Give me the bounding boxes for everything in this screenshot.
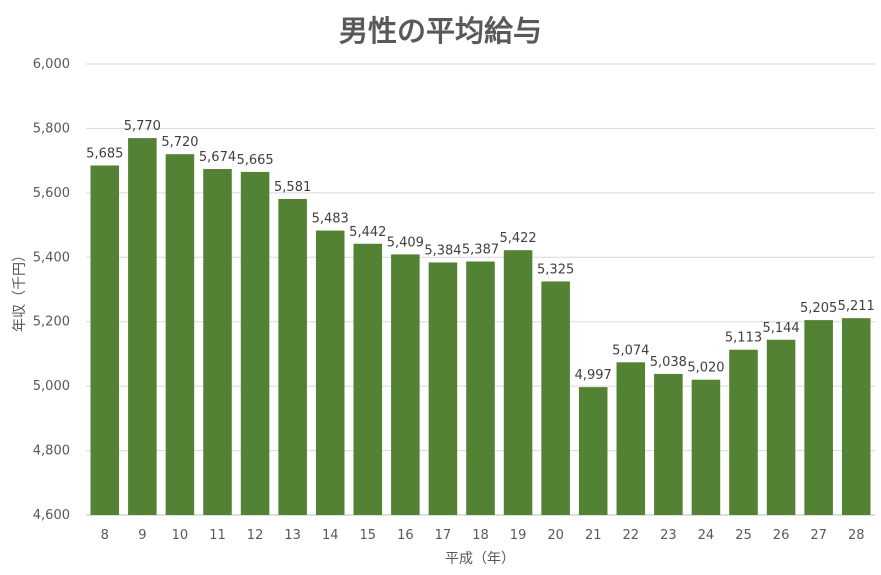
bar [654,373,683,515]
x-tick-label: 16 [397,528,414,543]
x-tick-label: 10 [172,528,189,543]
bar-value-label: 5,442 [349,225,386,240]
x-tick-label: 26 [773,528,790,543]
bars [90,138,871,516]
bar [616,362,646,515]
bar-value-label: 5,020 [687,361,724,376]
bar [804,320,833,515]
bar [766,339,796,515]
x-axis-title: 平成（年） [445,551,515,567]
x-tick-label: 25 [735,528,752,543]
bar-value-label: 5,581 [274,180,311,195]
bar [391,254,420,516]
bar [128,138,157,516]
bar-value-label: 5,409 [387,235,424,250]
bar-value-label: 5,113 [725,331,762,346]
bar-value-label: 5,074 [612,343,649,358]
chart-title: 男性の平均給与 [338,14,542,48]
x-tick-label: 15 [360,528,377,543]
bar-value-label: 5,205 [800,301,837,316]
x-tick-label: 17 [435,528,452,543]
bar [240,171,270,516]
bar-value-label: 5,770 [124,119,161,134]
y-tick-label: 4,800 [33,444,70,459]
bar [353,243,383,515]
bar-value-label: 5,665 [236,153,273,168]
bar [541,281,570,515]
bar-value-label: 5,674 [199,150,236,165]
bar-value-label: 5,384 [424,243,461,258]
bar [729,349,758,515]
y-tick-label: 5,400 [33,250,70,265]
bar [503,250,533,515]
bar-value-label: 5,387 [462,242,499,257]
y-tick-label: 5,600 [33,186,70,201]
x-tick-label: 23 [660,528,677,543]
bar [278,198,307,516]
bar-value-label: 5,144 [762,321,799,336]
x-tick-label: 27 [810,528,827,543]
y-tick-label: 5,000 [33,379,70,394]
y-tick-label: 4,600 [33,508,70,523]
x-tick-label: 12 [247,528,264,543]
x-axis: 8 9 10 11 12 13 14 15 16 17 18 19 20 21 22 23 24 25 26 27 28 [101,528,865,543]
x-tick-label: 20 [547,528,564,543]
x-tick-label: 9 [138,528,146,543]
x-tick-label: 14 [322,528,339,543]
bar [203,169,232,516]
bar [90,165,120,515]
y-axis-title: 年収（千円） [12,248,28,332]
x-tick-label: 28 [848,528,865,543]
x-tick-label: 24 [698,528,715,543]
bar [428,262,458,515]
bar [466,261,495,515]
bar-value-label: 4,997 [575,368,612,383]
bar [691,379,721,515]
x-tick-label: 13 [284,528,301,543]
x-tick-label: 22 [623,528,640,543]
bar-value-label: 5,685 [86,146,123,161]
x-tick-label: 8 [101,528,109,543]
bar [841,318,871,515]
y-tick-label: 5,800 [33,121,70,136]
bar-value-label: 5,211 [838,299,875,314]
bar-value-label: 5,720 [161,135,198,150]
bar-value-label: 5,422 [499,231,536,246]
x-tick-label: 21 [585,528,602,543]
bar-value-label: 5,325 [537,262,574,277]
bar-value-label: 5,038 [650,355,687,370]
x-tick-label: 19 [510,528,527,543]
x-tick-label: 18 [472,528,489,543]
bar [315,230,345,515]
y-tick-label: 6,000 [33,57,70,72]
y-axis: 4,600 4,800 5,000 5,200 5,400 5,600 5,800 6,000 [33,57,70,523]
y-tick-label: 5,200 [33,315,70,330]
x-tick-label: 11 [209,528,226,543]
bar [165,154,195,515]
bar-value-label: 5,483 [312,212,349,227]
bar [578,387,608,515]
